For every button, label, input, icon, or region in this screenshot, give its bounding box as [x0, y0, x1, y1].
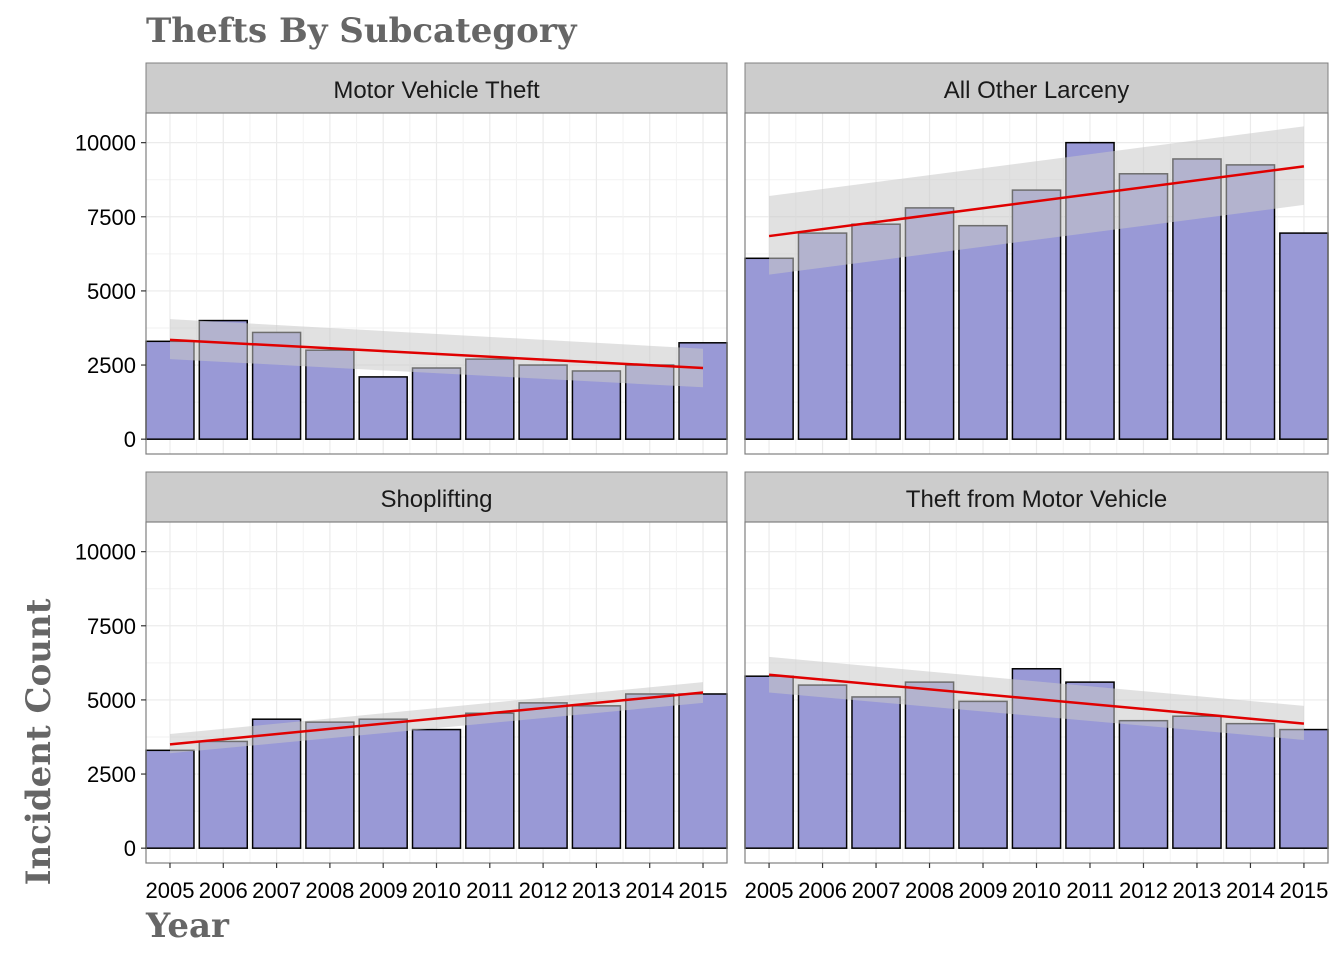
bar: [744, 675, 794, 849]
bar: [518, 702, 568, 849]
x-tick-label: 2014: [625, 878, 674, 903]
bar: [305, 721, 355, 849]
bar: [465, 712, 515, 849]
bar: [571, 705, 622, 849]
x-tick-label: 2006: [798, 878, 847, 903]
bar: [624, 693, 675, 849]
bar: [1118, 719, 1169, 849]
bar: [851, 696, 901, 849]
x-tick-label: 2006: [199, 878, 248, 903]
y-tick-label: 2500: [87, 353, 136, 378]
x-tick-label: 2008: [305, 878, 354, 903]
bar: [1279, 728, 1329, 849]
facet-strip-label: Motor Vehicle Theft: [333, 77, 540, 104]
x-tick-label: 2005: [146, 878, 195, 903]
y-tick-label: 0: [124, 427, 136, 452]
x-tick-label: 2007: [852, 878, 901, 903]
trend-line: [169, 338, 704, 370]
y-tick-label: 7500: [87, 205, 136, 230]
x-tick-label: 2012: [519, 878, 568, 903]
facet-strip-label: Theft from Motor Vehicle: [906, 486, 1167, 513]
facet-strip-label: Shoplifting: [380, 486, 492, 513]
trend-line: [169, 691, 704, 746]
facet-panel-4: Theft from Motor Vehicle 2005 2006 2007 2008…: [744, 471, 1329, 903]
x-tick-label: 2012: [1119, 878, 1168, 903]
facet-panel-1: Motor Vehicle Theft 0 2500 5000 7500 10000: [75, 62, 728, 455]
x-tick-label: 2009: [959, 878, 1008, 903]
bar: [358, 718, 408, 849]
x-tick-label: 2011: [1066, 878, 1113, 903]
x-tick-label: 2013: [1172, 878, 1221, 903]
bar: [198, 740, 249, 849]
x-tick-label: 2009: [359, 878, 408, 903]
facet-panel-2: All Other Larceny: [744, 62, 1329, 455]
x-axis-title: Year: [145, 906, 230, 946]
x-tick-label: 2013: [572, 878, 621, 903]
x-tick-label: 2014: [1226, 878, 1275, 903]
trend-line: [768, 673, 1305, 725]
facet-strip: [744, 471, 1329, 523]
x-tick-label: 2010: [1012, 878, 1061, 903]
y-tick-label: 0: [124, 836, 136, 861]
x-tick-label: 2015: [679, 878, 728, 903]
bar: [145, 749, 195, 849]
bar: [358, 376, 408, 440]
y-axis-title: Incident Count: [19, 598, 59, 885]
panel-border: [145, 112, 728, 455]
bar: [958, 224, 1008, 440]
facet-strip: [145, 62, 728, 114]
y-tick-label: 2500: [87, 762, 136, 787]
bar: [411, 367, 462, 440]
x-tick-label: 2015: [1279, 878, 1328, 903]
panel-border: [744, 112, 1329, 455]
y-tick-label: 5000: [87, 279, 136, 304]
facet-strip: [744, 62, 1329, 114]
y-tick-label: 10000: [75, 131, 136, 156]
facet-strip-label: All Other Larceny: [944, 77, 1129, 104]
x-tick-label: 2007: [252, 878, 301, 903]
y-tick-label: 5000: [87, 688, 136, 713]
y-tick-label: 7500: [87, 614, 136, 639]
bar: [904, 681, 955, 849]
facet-strip: [145, 471, 728, 523]
x-tick-label: 2011: [466, 878, 513, 903]
facet-panels: Motor Vehicle Theft 0 2500 5000 7500 10000 All…: [75, 62, 1329, 903]
bar: [678, 693, 728, 849]
x-tick-label: 2008: [905, 878, 954, 903]
y-tick-label: 10000: [75, 540, 136, 565]
chart-title: Thefts By Subcategory: [146, 11, 578, 51]
x-tick-label: 2005: [745, 878, 794, 903]
trend-line: [768, 165, 1305, 238]
bar: [1172, 715, 1222, 849]
bar: [797, 684, 848, 849]
bar: [1279, 232, 1329, 440]
bar: [411, 728, 462, 849]
bar: [1225, 722, 1276, 849]
bar: [958, 700, 1008, 849]
x-tick-label: 2010: [412, 878, 461, 903]
bar: [744, 257, 794, 440]
